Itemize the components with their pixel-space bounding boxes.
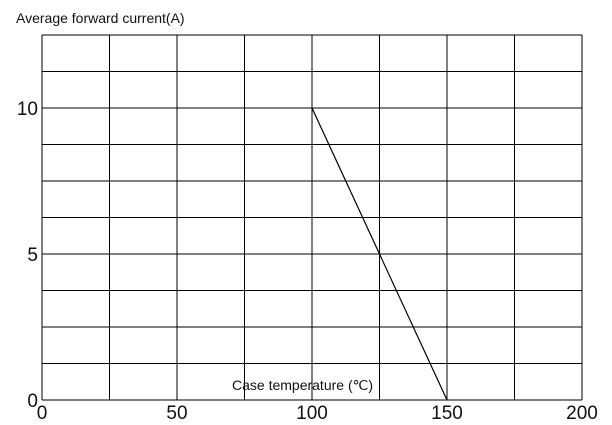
series-line-0 [311,107,448,401]
x-tick-label: 200 [566,403,598,424]
x-axis-title: Case temperature (℃) [232,377,373,393]
grid [41,34,583,401]
x-tick-label: 150 [431,403,463,424]
y-tick-label: 10 [17,99,38,120]
y-tick-label: 5 [27,245,38,266]
y-tick-labels: 0 5 10 [17,99,38,412]
x-tick-labels: 0 50 100 150 200 [37,403,598,424]
x-tick-label: 100 [296,403,328,424]
series-layer [311,107,448,401]
x-tick-label: 0 [37,403,48,424]
y-axis-title: Average forward current(A) [16,10,185,26]
x-tick-label: 50 [166,403,187,424]
y-tick-label: 0 [27,391,38,412]
